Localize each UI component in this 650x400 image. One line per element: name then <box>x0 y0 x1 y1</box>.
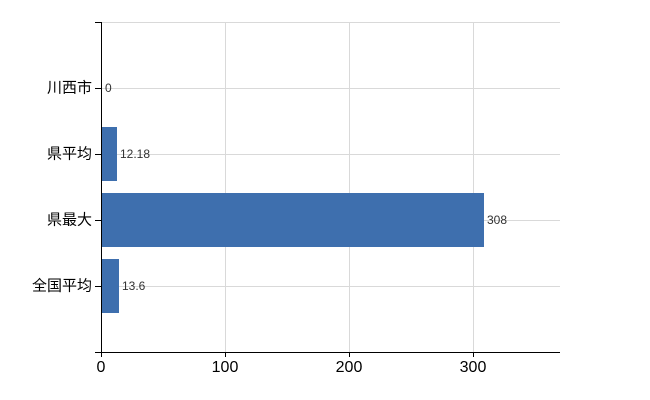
x-axis-tick <box>349 352 350 357</box>
x-axis-line <box>95 352 560 353</box>
x-gridline <box>473 22 474 352</box>
y-axis-tick <box>95 88 101 89</box>
x-gridline <box>349 22 350 352</box>
y-gridline <box>101 154 560 155</box>
y-axis-tick <box>95 154 101 155</box>
x-tick-label: 300 <box>459 359 487 376</box>
bar-value-label: 12.18 <box>120 147 151 161</box>
bar-value-label: 0 <box>105 81 112 95</box>
y-axis-top-tick <box>95 22 101 23</box>
x-axis-tick <box>101 352 102 357</box>
x-tick-label: 0 <box>96 359 106 376</box>
category-label: 県平均 <box>46 145 92 163</box>
category-label: 全国平均 <box>31 277 92 295</box>
x-axis-tick <box>225 352 226 357</box>
bar <box>102 259 119 313</box>
category-label: 川西市 <box>46 79 92 97</box>
y-axis-line <box>101 22 102 353</box>
y-gridline <box>101 88 560 89</box>
category-label: 県最大 <box>46 211 92 229</box>
y-axis-tick <box>95 286 101 287</box>
bar-value-label: 308 <box>487 213 508 227</box>
x-tick-label: 200 <box>335 359 363 376</box>
x-axis-tick <box>473 352 474 357</box>
x-gridline <box>225 22 226 352</box>
bar-value-label: 13.6 <box>122 279 146 293</box>
x-tick-label: 100 <box>211 359 239 376</box>
y-axis-tick <box>95 220 101 221</box>
y-gridline <box>101 286 560 287</box>
bar <box>102 193 484 247</box>
plot-top-border <box>101 22 560 23</box>
bar <box>102 127 117 181</box>
